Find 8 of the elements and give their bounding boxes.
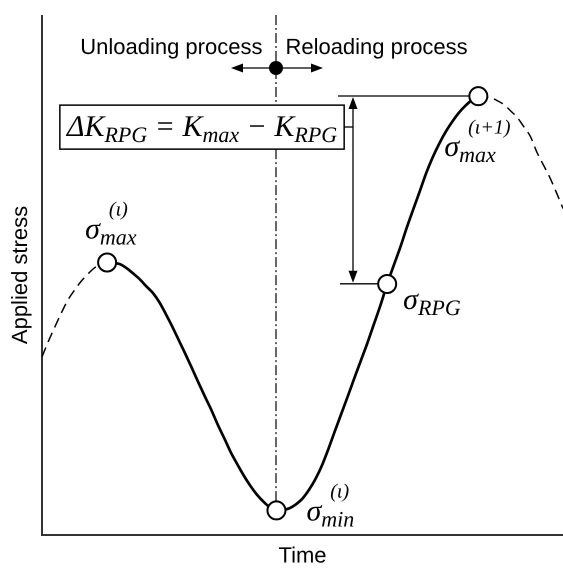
point	[97, 252, 118, 272]
point	[266, 500, 286, 520]
text: Unloading process	[80, 34, 262, 59]
y-axis-title: Applied stress	[7, 206, 32, 344]
point	[468, 86, 488, 106]
x-axis-title: Time	[278, 542, 327, 568]
text: Reloading process	[285, 34, 468, 59]
point	[377, 274, 398, 294]
